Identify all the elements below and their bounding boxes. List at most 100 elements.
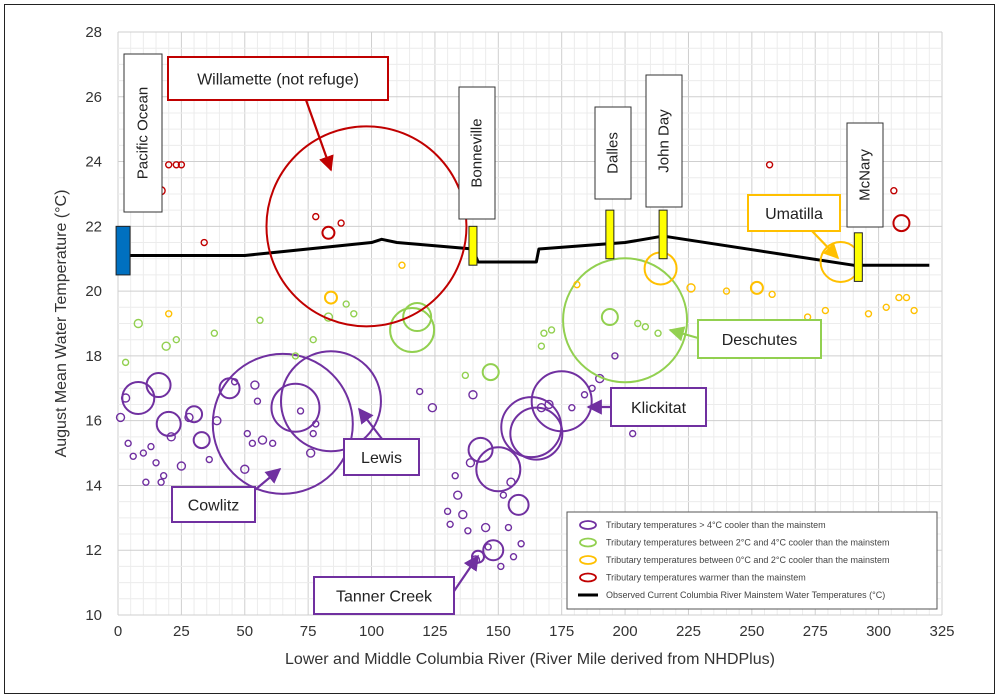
dam-label-box bbox=[846, 122, 884, 228]
tributary-point-purple bbox=[309, 429, 317, 438]
callout-box bbox=[610, 387, 707, 427]
dam-marker bbox=[468, 225, 478, 266]
tributary-point-purple bbox=[205, 455, 213, 464]
tributary-point-red bbox=[200, 238, 208, 247]
axes: 0 25 50 75 100 125 150 175 200 225 250 275 300 325 10 1… bbox=[53, 24, 955, 668]
tributary-point-orange bbox=[573, 280, 581, 289]
tributary-point-purple bbox=[243, 429, 252, 438]
tributary-point-purple bbox=[155, 410, 182, 437]
x-tick-label: 175 bbox=[549, 623, 574, 640]
y-tick-label: 28 bbox=[85, 24, 102, 41]
tributary-point-red bbox=[765, 161, 774, 169]
y-tick-label: 16 bbox=[85, 413, 102, 430]
x-tick-label: 50 bbox=[236, 623, 253, 640]
x-tick-label: 100 bbox=[359, 623, 384, 640]
tributary-point-orange bbox=[910, 306, 918, 315]
y-tick-label: 22 bbox=[85, 218, 102, 235]
tributary-point-purple bbox=[468, 390, 478, 400]
legend-swatch-circle bbox=[579, 537, 597, 548]
tributary-point-green bbox=[172, 335, 181, 344]
callout-box bbox=[167, 56, 389, 101]
dam-marker bbox=[115, 225, 131, 276]
tributary-point-red bbox=[177, 161, 186, 169]
x-tick-label: 75 bbox=[300, 623, 317, 640]
callout-box bbox=[171, 486, 256, 523]
tributary-point-red bbox=[312, 212, 320, 221]
tributary-point-red bbox=[265, 125, 468, 328]
legend-label: Tributary temperatures between 2°C and 4… bbox=[606, 538, 890, 548]
legend-label: Observed Current Columbia River Mainstem… bbox=[606, 590, 885, 600]
tributary-point-purple bbox=[504, 523, 513, 532]
legend-swatch-circle bbox=[579, 520, 597, 530]
tributary-point-purple bbox=[580, 391, 589, 399]
tributary-point-purple bbox=[159, 472, 168, 480]
figure-frame bbox=[4, 4, 995, 694]
tributary-point-purple bbox=[166, 432, 176, 442]
y-axis-title: August Mean Water Temperature (°C) bbox=[53, 190, 70, 458]
tributary-point-purple bbox=[544, 399, 554, 410]
x-tick-label: 150 bbox=[486, 623, 511, 640]
tributary-point-green bbox=[461, 371, 470, 380]
tributary-point-purple bbox=[305, 448, 316, 458]
tributary-point-green bbox=[540, 329, 548, 337]
legend: Tributary temperatures > 4°C cooler than… bbox=[566, 511, 938, 610]
legend-swatch-circle bbox=[579, 555, 597, 565]
callout-label: Klickitat bbox=[631, 400, 687, 417]
tributary-point-purple bbox=[121, 380, 156, 415]
tributary-point-purple bbox=[507, 493, 530, 516]
x-tick-label: 0 bbox=[114, 623, 122, 640]
x-tick-label: 275 bbox=[803, 623, 828, 640]
dam-label: Dalles bbox=[605, 132, 622, 174]
tributary-point-green bbox=[641, 323, 650, 331]
tributary-point-green bbox=[342, 300, 350, 308]
tributary-point-orange bbox=[902, 293, 911, 302]
tributary-point-purple bbox=[458, 509, 468, 520]
tributary-point-purple bbox=[453, 490, 463, 500]
tributary-point-purple bbox=[588, 384, 596, 392]
tributary-point-purple bbox=[482, 539, 505, 562]
callout-arrow bbox=[811, 230, 840, 260]
legend-swatch-circle bbox=[579, 572, 597, 583]
tributary-point-orange bbox=[323, 290, 338, 305]
tributary-point-green bbox=[537, 342, 546, 350]
tributary-point-purple bbox=[464, 527, 472, 535]
tributary-point-green bbox=[161, 341, 171, 351]
dam-label: Bonneville bbox=[469, 118, 486, 187]
tributary-point-green bbox=[600, 308, 619, 327]
y-tick-label: 14 bbox=[85, 477, 102, 494]
dam-label: John Day bbox=[656, 109, 673, 173]
y-tick-label: 24 bbox=[85, 154, 102, 171]
tributary-point-red bbox=[337, 219, 345, 227]
tributary-point-orange bbox=[821, 306, 830, 315]
x-axis-title: Lower and Middle Columbia River (River M… bbox=[285, 651, 775, 668]
tributary-point-purple bbox=[611, 352, 619, 360]
callout-label: Umatilla bbox=[765, 206, 823, 223]
mainstem-line-layer bbox=[118, 234, 930, 267]
tributary-point-purple bbox=[427, 403, 438, 413]
tributary-point-orange bbox=[686, 283, 696, 293]
dam-label-box bbox=[458, 86, 496, 220]
tributary-point-purple bbox=[628, 429, 637, 438]
y-tick-label: 10 bbox=[85, 607, 102, 624]
callout-label: Lewis bbox=[361, 450, 402, 467]
tributary-point-purple bbox=[147, 442, 155, 451]
dam-label: Pacific Ocean bbox=[135, 87, 152, 180]
callout-arrow bbox=[358, 407, 383, 440]
tributary-point-purple bbox=[230, 378, 239, 386]
tributary-point-purple bbox=[176, 461, 187, 471]
tributary-point-red bbox=[890, 187, 898, 195]
callout-box bbox=[697, 319, 822, 359]
tributary-point-orange bbox=[768, 290, 776, 299]
tributary-point-purple bbox=[268, 439, 277, 448]
tributary-point-purple bbox=[185, 405, 204, 424]
tributary-point-purple bbox=[142, 478, 150, 486]
tributary-point-green bbox=[256, 316, 264, 324]
tributary-point-red bbox=[892, 214, 911, 233]
tributary-point-purple bbox=[152, 459, 160, 467]
callout-label: Deschutes bbox=[722, 332, 798, 349]
tributary-point-green bbox=[350, 310, 358, 318]
x-tick-label: 250 bbox=[739, 623, 764, 640]
tributary-point-green bbox=[121, 358, 130, 367]
tributary-point-green bbox=[654, 329, 662, 337]
